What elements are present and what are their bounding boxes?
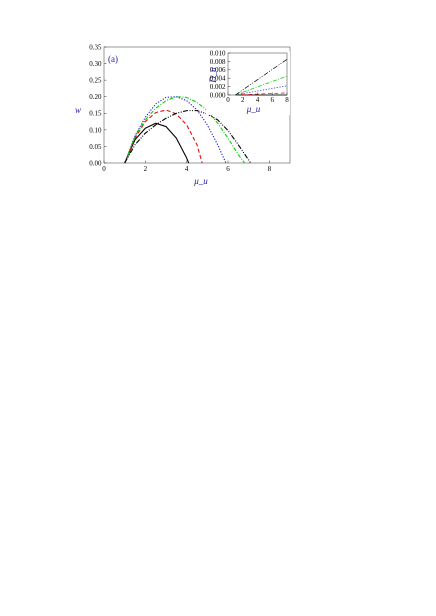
inset-x-tick-label: 2 [241, 96, 245, 104]
inset-series-line-dash-dot [235, 75, 288, 96]
main-y-tick-label: 0.30 [89, 60, 102, 68]
inset-y-tick-label: 0.004 [210, 75, 226, 83]
inset-y-tick-label: 0.008 [210, 58, 226, 66]
inset-series-group [235, 59, 288, 96]
inset-x-axis-label: μ_u [246, 104, 261, 114]
inset-y-tick-label: 0.010 [210, 49, 226, 57]
inset-y-tick-label: 0.002 [210, 83, 226, 91]
main-x-tick-label: 2 [144, 165, 148, 173]
main-x-tick-label: 0 [102, 165, 106, 173]
main-y-tick-label: 0.00 [89, 159, 102, 167]
main-y-ticks: 0.00 0.05 0.10 0.15 0.20 0.25 0.30 0.35 [89, 43, 107, 167]
main-series-line-dashed [124, 109, 203, 164]
main-series-group [124, 96, 252, 164]
main-series-line-dotted [124, 96, 227, 164]
inset-x-tick-label: 0 [226, 96, 230, 104]
x-axis-label: μ_u [193, 176, 208, 186]
inset-series-line-dotted [235, 85, 288, 96]
main-series-line-dash-dot [124, 96, 245, 164]
inset-y-tick-label: 0.000 [210, 91, 226, 99]
inset-background [206, 51, 290, 115]
main-x-tick-label: 6 [226, 165, 230, 173]
main-chart: 0 2 4 6 8 0.00 0.05 0.10 0.15 0.20 0.25 0.30 0.35 (… [75, 43, 291, 186]
main-series-line-solid [124, 122, 190, 164]
y-axis-label: w [75, 105, 81, 115]
main-x-tick-label: 8 [268, 165, 272, 173]
main-y-tick-label: 0.20 [89, 93, 102, 101]
main-y-tick-label: 0.25 [89, 77, 102, 85]
main-series-line-dash-dot-dot [124, 110, 252, 164]
inset-y-axis-label: D_u [208, 67, 218, 84]
inset-y-tick-label: 0.006 [210, 66, 226, 74]
main-y-tick-label: 0.15 [89, 110, 102, 118]
inset-x-tick-label: 4 [256, 96, 260, 104]
inset-x-tick-label: 6 [271, 96, 275, 104]
inset-series-line-dashed [235, 92, 288, 96]
inset-x-tick-label: 8 [285, 96, 289, 104]
main-x-tick-label: 4 [185, 165, 189, 173]
main-y-tick-label: 0.10 [89, 126, 102, 134]
main-y-tick-label: 0.35 [89, 43, 102, 51]
main-y-tick-label: 0.05 [89, 143, 102, 151]
main-x-ticks: 0 2 4 6 8 [102, 160, 272, 173]
panel-label: (a) [108, 54, 118, 64]
